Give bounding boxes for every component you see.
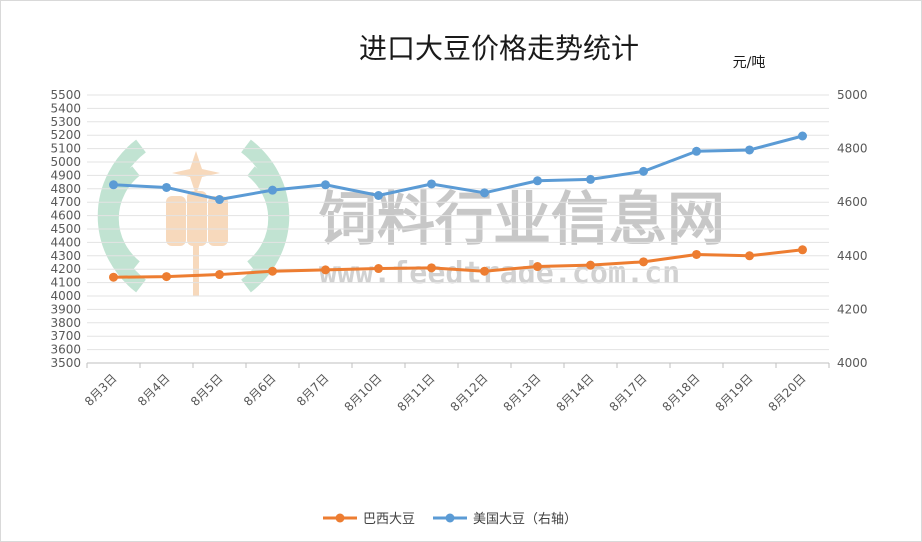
data-point-0 [321,265,330,275]
legend-item-brazil: 巴西大豆 [323,512,415,527]
data-point-0 [427,263,436,273]
gridlines [87,94,829,364]
left-tick-label: 3700 [50,329,81,343]
data-point-1 [374,191,383,200]
x-tick-label: 8月6日 [241,371,279,409]
series-line-0 [113,248,803,279]
data-point-0 [480,266,489,276]
data-point-1 [533,176,542,186]
x-tick-label: 8月10日 [342,371,385,414]
left-tick-label: 4600 [50,209,81,223]
left-tick-label: 4400 [50,235,81,249]
left-tick-label: 3800 [50,316,81,330]
right-tick-label: 4600 [837,195,868,209]
x-tick-label: 8月7日 [294,371,332,409]
data-point-1 [480,188,489,198]
data-point-0 [109,272,118,282]
data-point-0 [215,270,224,280]
x-tick-label: 8月4日 [135,371,173,409]
left-tick-label: 3900 [50,302,81,316]
x-tick-label: 8月5日 [188,371,226,409]
x-tick-label: 8月19日 [713,371,756,414]
legend-label-brazil: 巴西大豆 [363,512,415,527]
unit-label: 元/吨 [733,55,766,71]
series-line-1 [113,134,803,202]
left-tick-label: 4800 [50,182,81,196]
x-tick-label: 8月12日 [448,371,491,414]
left-tick-label: 4900 [50,168,81,182]
x-tick-label: 8月17日 [607,371,650,414]
data-point-1 [745,145,754,155]
right-axis: 4000 4200 4400 4600 4800 5000 [837,88,868,370]
data-point-1 [427,179,436,189]
watermark-text: 饲料行业信息网 [319,185,725,253]
data-point-0 [162,272,171,282]
legend-item-us: 美国大豆（右轴） [433,512,577,527]
x-axis: 8月3日 8月4日 8月5日 8月6日 8月7日 8月10日 8月11日 8月12日 8月13日… [82,362,830,414]
right-tick-label: 5000 [837,88,868,102]
data-point-1 [109,180,118,190]
watermark-url: www.feedtrade.com.cn [319,256,680,291]
data-point-0 [639,257,648,267]
data-point-0 [374,264,383,274]
left-tick-label: 5300 [50,115,81,129]
data-point-1 [162,182,171,192]
data-point-0 [268,266,277,276]
chart-title: 进口大豆价格走势统计 [359,32,639,65]
left-tick-label: 3500 [50,356,81,370]
left-tick-label: 4500 [50,222,81,236]
left-tick-label: 5500 [50,88,81,102]
left-tick-label: 4000 [50,289,81,303]
left-tick-label: 5200 [50,128,81,142]
left-tick-label: 4100 [50,276,81,290]
x-tick-label: 8月3日 [82,371,120,409]
legend-label-us: 美国大豆（右轴） [473,512,577,527]
legend: 巴西大豆 美国大豆（右轴） [323,512,577,527]
data-point-1 [798,131,807,141]
left-tick-label: 5000 [50,155,81,169]
series-layer [109,131,807,282]
right-tick-label: 4000 [837,356,868,370]
data-point-1 [586,174,595,184]
right-tick-label: 4400 [837,249,868,263]
x-tick-label: 8月18日 [660,371,703,414]
left-tick-label: 4700 [50,195,81,209]
data-point-1 [692,146,701,156]
x-tick-label: 8月14日 [554,371,597,414]
data-point-0 [692,249,701,259]
data-point-1 [321,180,330,190]
data-point-0 [745,251,754,261]
left-tick-label: 5100 [50,142,81,156]
x-tick-label: 8月20日 [766,371,809,414]
data-point-0 [586,260,595,270]
left-axis: 3500360037003800390040004100420043004400… [50,88,81,370]
left-tick-label: 5400 [50,101,81,115]
left-tick-label: 4300 [50,249,81,263]
right-tick-label: 4200 [837,302,868,316]
x-tick-label: 8月13日 [501,371,544,414]
right-tick-label: 4800 [837,142,868,156]
data-point-1 [268,185,277,195]
left-tick-label: 4200 [50,262,81,276]
data-point-1 [639,166,648,176]
data-point-1 [215,195,224,205]
data-point-0 [798,245,807,255]
left-tick-label: 3600 [50,343,81,357]
x-tick-label: 8月11日 [395,371,438,414]
data-point-0 [533,262,542,272]
